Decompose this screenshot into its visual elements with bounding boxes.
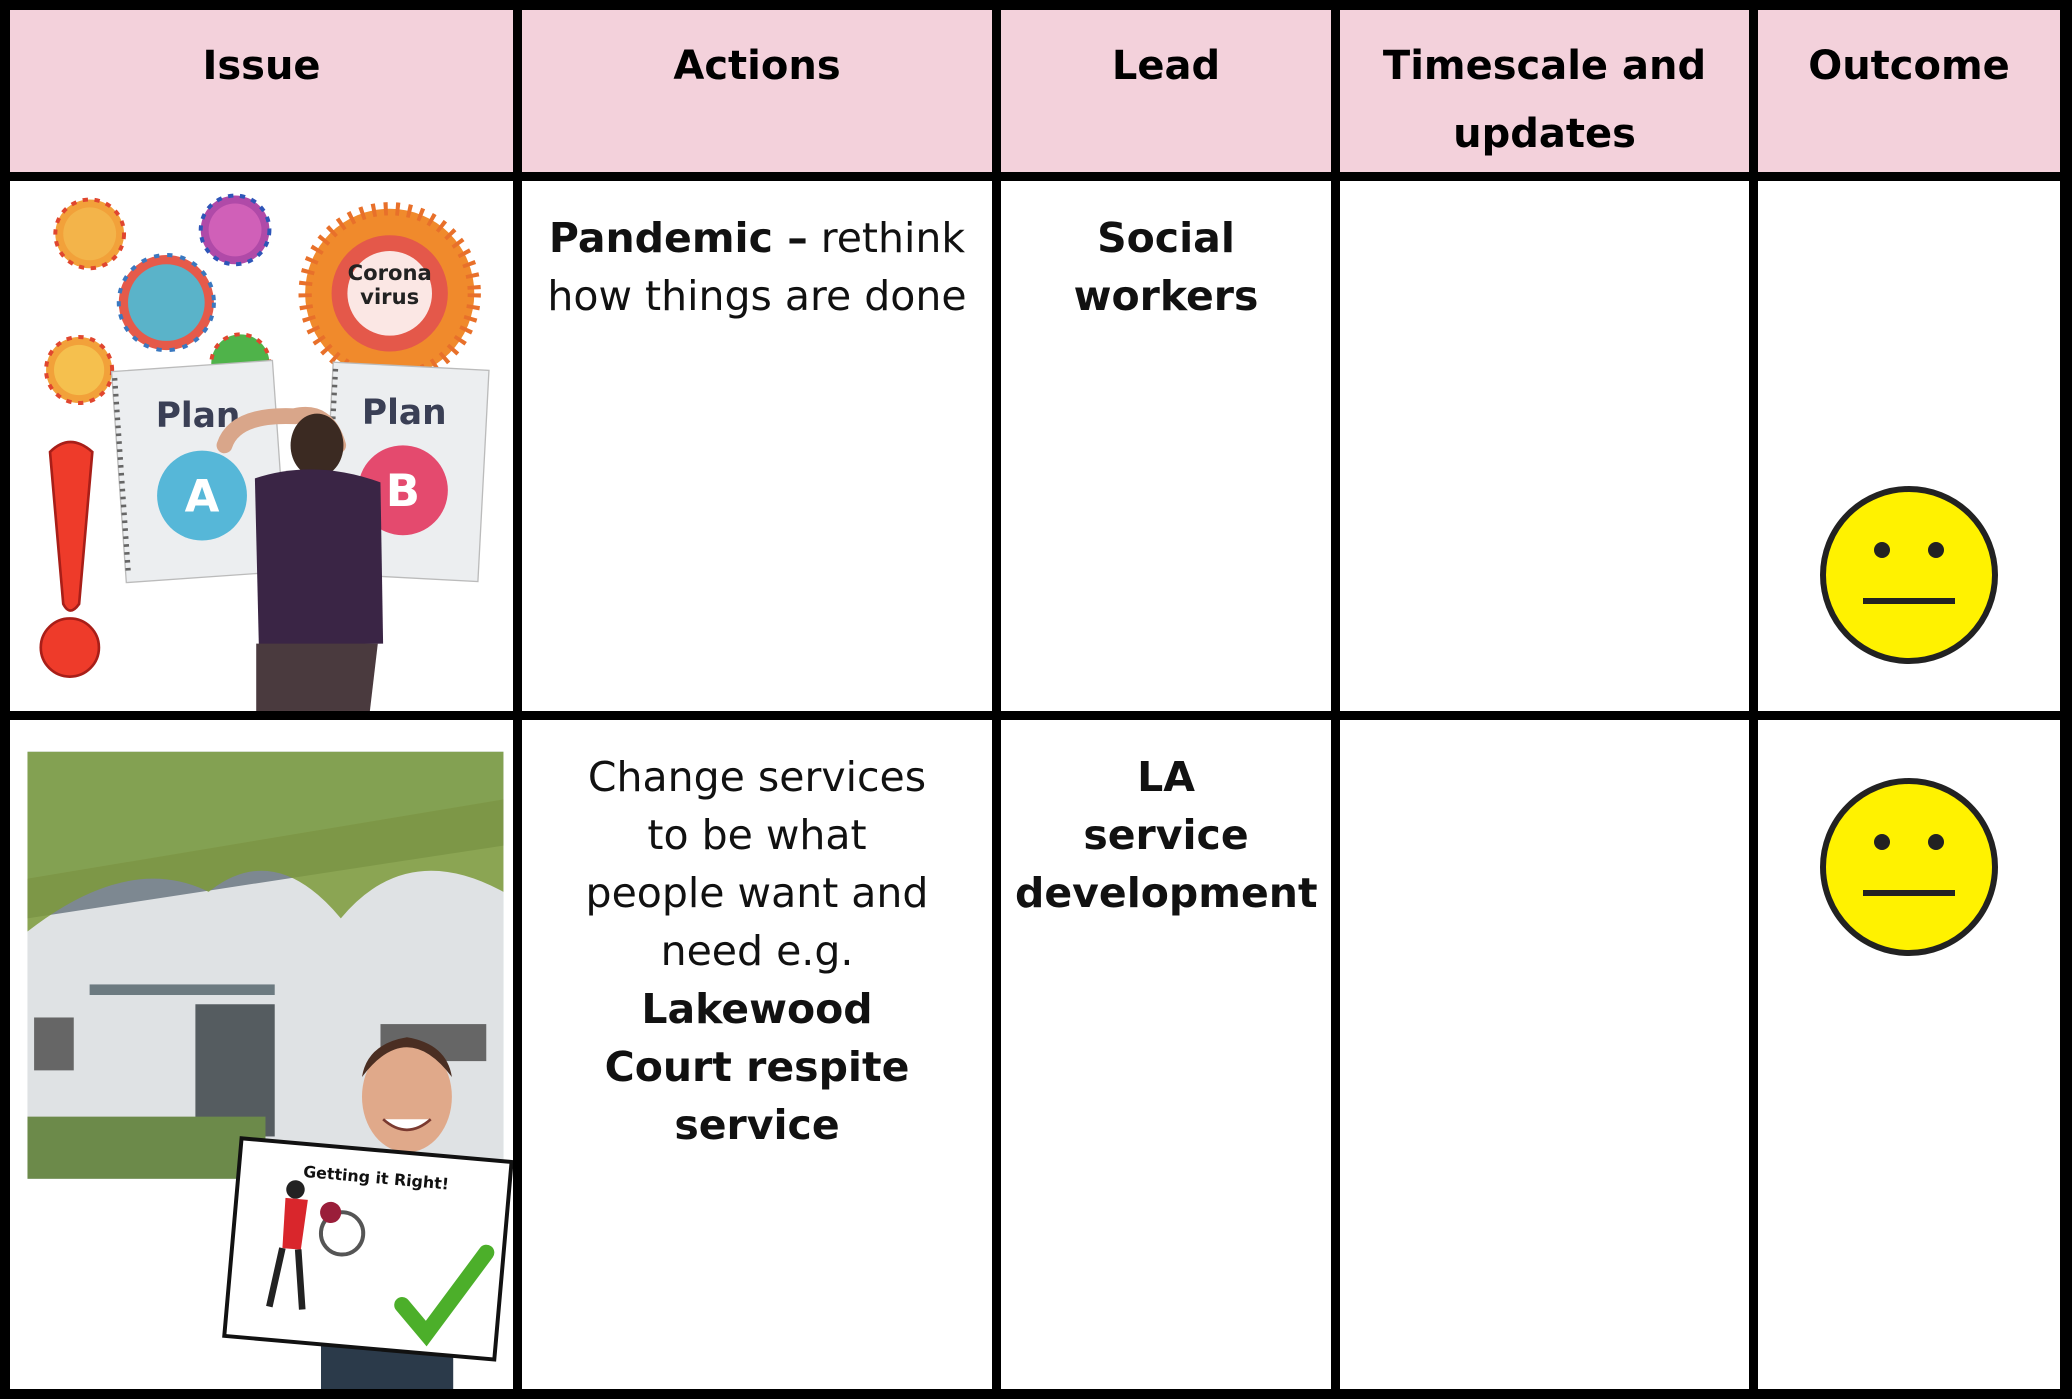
- outcome-cell: [1758, 181, 2060, 711]
- header-cell: Lead: [1001, 10, 1331, 172]
- text: Change services to be what people want a…: [585, 753, 929, 975]
- neutral-face: [1820, 486, 1998, 664]
- image-text: A: [185, 469, 220, 522]
- image-text: B: [386, 464, 420, 517]
- header-cell: Actions: [522, 10, 992, 172]
- timescale-cell: [1340, 181, 1749, 711]
- image-text: Plan: [362, 393, 447, 433]
- lead-cell: LA service development: [1001, 720, 1331, 1389]
- actions-cell: Pandemic – rethink how things are done: [522, 181, 992, 711]
- text: LA: [1137, 753, 1195, 801]
- lead-cell: Social workers: [1001, 181, 1331, 711]
- actions-cell: Change services to be what people want a…: [522, 720, 992, 1389]
- respite-illustration: Getting it Right!: [27, 751, 513, 1389]
- pandemic-illustration: Corona virus Plan A Plan B: [39, 193, 490, 711]
- header-cell: Outcome: [1758, 10, 2060, 172]
- bold-text: Pandemic –: [548, 214, 808, 262]
- header-cell: Issue: [10, 10, 513, 172]
- text: service: [1083, 811, 1249, 859]
- bold-text: Lakewood Court respite service: [604, 985, 910, 1149]
- outcome-cell: [1758, 720, 2060, 1389]
- text: Social workers: [1073, 214, 1259, 320]
- image-text: Corona: [348, 260, 432, 285]
- text: rethink how things are done: [547, 214, 967, 320]
- issue-cell: Getting it Right!: [10, 720, 513, 1389]
- image-text: virus: [360, 284, 419, 309]
- neutral-face: [1820, 778, 1998, 956]
- header-cell: Timescale and updates: [1340, 10, 1749, 172]
- issue-cell: Corona virus Plan A Plan B: [10, 181, 513, 711]
- text: development: [1015, 869, 1318, 917]
- timescale-cell: [1340, 720, 1749, 1389]
